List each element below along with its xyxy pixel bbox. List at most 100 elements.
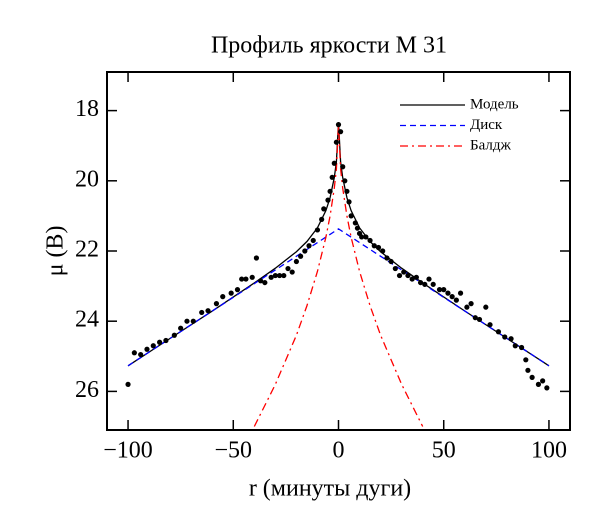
data-point: [436, 287, 443, 293]
data-point: [523, 357, 529, 363]
data-point: [253, 255, 260, 261]
legend-label: Модель: [470, 96, 519, 112]
data-point: [205, 308, 211, 314]
data-point: [430, 281, 436, 287]
data-point: [441, 287, 447, 293]
series-line: [127, 228, 550, 367]
data-point: [453, 297, 459, 303]
data-point: [298, 253, 304, 259]
data-point: [476, 316, 483, 323]
chart-title: Профиль яркости М 31: [211, 33, 447, 59]
data-point: [234, 287, 241, 293]
data-point: [487, 322, 493, 328]
legend-label: Диск: [470, 117, 503, 133]
data-point: [138, 351, 144, 358]
data-point: [371, 243, 377, 249]
x-tick-label: 50: [432, 438, 456, 464]
data-point: [346, 199, 352, 205]
data-point: [502, 334, 508, 340]
data-point: [417, 279, 424, 286]
data-point: [213, 301, 220, 307]
data-point: [281, 272, 287, 279]
data-point: [319, 216, 325, 223]
y-tick-label: 22: [75, 237, 99, 263]
y-tick-label: 18: [75, 96, 99, 122]
data-point: [348, 213, 354, 219]
x-tick-label: −50: [214, 438, 252, 464]
data-point: [449, 294, 455, 300]
data-point: [544, 385, 550, 391]
data-point: [384, 255, 390, 261]
data-point: [272, 272, 278, 279]
data-point: [131, 350, 137, 356]
data-point: [483, 304, 489, 310]
data-point: [333, 139, 339, 145]
y-tick-label: 26: [75, 377, 99, 403]
data-point: [314, 227, 321, 233]
data-point: [344, 188, 350, 194]
data-point: [321, 206, 327, 212]
data-point: [468, 301, 474, 307]
data-point: [529, 374, 535, 380]
data-point: [508, 336, 514, 342]
data-point: [249, 274, 255, 280]
data-point: [262, 279, 268, 286]
data-point: [380, 248, 386, 254]
data-point: [525, 367, 531, 373]
data-point: [293, 258, 300, 265]
data-point: [285, 265, 291, 272]
y-tick-label: 24: [75, 307, 99, 333]
data-point: [171, 332, 177, 338]
data-point: [306, 243, 312, 249]
data-point: [413, 274, 419, 280]
data-point: [409, 276, 415, 282]
data-point: [363, 234, 369, 240]
data-point: [535, 381, 542, 387]
data-point: [276, 272, 283, 279]
data-point: [445, 290, 451, 296]
data-point: [354, 225, 361, 231]
data-point: [518, 344, 525, 351]
y-axis-label: μ (B): [43, 226, 69, 277]
series-line: [253, 124, 424, 427]
data-point: [302, 248, 308, 254]
data-point: [178, 325, 184, 331]
data-point: [258, 278, 264, 284]
data-point: [388, 258, 394, 265]
data-point: [144, 346, 150, 352]
x-tick-label: 0: [333, 438, 345, 464]
data-point: [268, 274, 274, 280]
data-point: [327, 188, 333, 194]
data-point: [396, 272, 403, 279]
data-point: [426, 276, 432, 282]
data-point: [335, 122, 342, 128]
data-point: [331, 160, 337, 166]
data-point: [359, 234, 365, 240]
data-point: [367, 237, 373, 244]
data-point: [329, 174, 335, 180]
x-tick-label: 100: [531, 438, 567, 464]
data-point: [422, 281, 428, 287]
data-point: [220, 294, 226, 300]
data-point: [392, 265, 398, 272]
data-point: [163, 337, 169, 344]
data-point: [310, 237, 316, 244]
data-point: [495, 329, 502, 335]
data-point: [239, 276, 245, 282]
data-point: [184, 318, 190, 324]
data-point: [150, 343, 156, 349]
data-point: [157, 339, 163, 345]
data-point: [243, 276, 249, 282]
data-point: [512, 343, 518, 349]
plot-area: [125, 122, 550, 427]
data-point: [342, 178, 348, 184]
x-tick-label: −100: [103, 438, 153, 464]
data-point: [375, 244, 382, 251]
data-point: [472, 315, 478, 321]
data-point: [352, 220, 358, 226]
legend-label: Балдж: [470, 137, 512, 153]
data-point: [125, 381, 131, 387]
data-point: [540, 378, 546, 384]
